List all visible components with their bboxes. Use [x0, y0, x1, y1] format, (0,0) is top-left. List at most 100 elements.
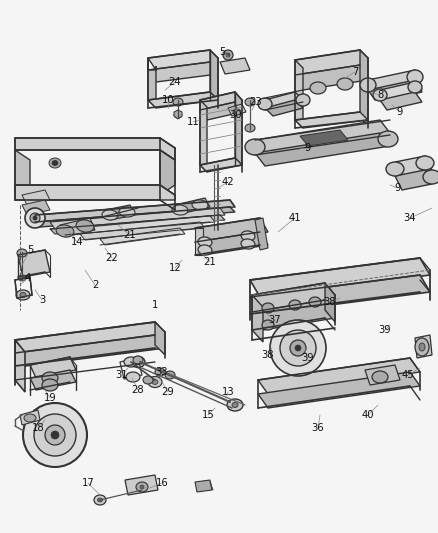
Text: 23: 23	[250, 97, 262, 107]
Text: 21: 21	[204, 257, 216, 267]
Polygon shape	[368, 80, 422, 100]
Polygon shape	[295, 112, 368, 128]
Polygon shape	[255, 120, 390, 153]
Text: 29: 29	[162, 387, 174, 397]
Text: 37: 37	[268, 315, 281, 325]
Polygon shape	[200, 158, 242, 172]
Polygon shape	[35, 200, 235, 222]
Ellipse shape	[262, 303, 274, 313]
Ellipse shape	[165, 371, 175, 379]
Polygon shape	[15, 185, 175, 200]
Text: 9: 9	[397, 107, 403, 117]
Text: 8: 8	[377, 90, 383, 100]
Polygon shape	[295, 65, 368, 90]
Text: 10: 10	[162, 95, 174, 105]
Polygon shape	[255, 218, 268, 250]
Circle shape	[45, 425, 65, 445]
Text: 39: 39	[302, 353, 314, 363]
Ellipse shape	[233, 63, 237, 67]
Ellipse shape	[143, 376, 153, 384]
Polygon shape	[65, 216, 215, 235]
Polygon shape	[50, 208, 225, 229]
Text: 12: 12	[169, 263, 181, 273]
Polygon shape	[148, 50, 218, 70]
Ellipse shape	[94, 495, 106, 505]
Text: 28: 28	[132, 385, 144, 395]
Polygon shape	[30, 370, 76, 390]
Ellipse shape	[408, 81, 422, 93]
Polygon shape	[22, 200, 50, 215]
Ellipse shape	[198, 237, 212, 247]
Text: 4: 4	[25, 273, 31, 283]
Polygon shape	[195, 228, 203, 255]
Text: 40: 40	[362, 410, 374, 420]
Ellipse shape	[230, 60, 240, 70]
Polygon shape	[365, 365, 400, 385]
Ellipse shape	[310, 82, 326, 94]
Ellipse shape	[20, 293, 26, 297]
Ellipse shape	[135, 359, 141, 365]
Polygon shape	[195, 232, 268, 255]
Ellipse shape	[373, 89, 387, 101]
Polygon shape	[18, 250, 50, 277]
Ellipse shape	[416, 156, 434, 170]
Polygon shape	[125, 475, 158, 495]
Polygon shape	[295, 50, 368, 75]
Text: 5: 5	[219, 47, 225, 57]
Polygon shape	[200, 100, 207, 172]
Text: 41: 41	[289, 213, 301, 223]
Text: 38: 38	[324, 297, 336, 307]
Polygon shape	[35, 207, 235, 227]
Circle shape	[295, 345, 301, 351]
Polygon shape	[325, 283, 335, 322]
Ellipse shape	[76, 220, 94, 232]
Ellipse shape	[16, 290, 30, 300]
Ellipse shape	[174, 112, 182, 118]
Text: 1: 1	[152, 300, 158, 310]
Polygon shape	[80, 222, 205, 240]
Text: 7: 7	[352, 67, 358, 77]
Ellipse shape	[296, 94, 310, 106]
Ellipse shape	[133, 356, 143, 364]
Ellipse shape	[49, 158, 61, 168]
Polygon shape	[15, 150, 30, 195]
Polygon shape	[105, 205, 135, 220]
Polygon shape	[100, 228, 185, 245]
Text: 2: 2	[92, 280, 98, 290]
Text: 30: 30	[230, 110, 242, 120]
Polygon shape	[258, 358, 420, 394]
Text: 11: 11	[187, 117, 199, 127]
Ellipse shape	[386, 162, 404, 176]
Ellipse shape	[378, 131, 398, 147]
Ellipse shape	[233, 109, 241, 115]
Text: 5: 5	[27, 245, 33, 255]
Circle shape	[30, 213, 40, 223]
Ellipse shape	[152, 379, 158, 384]
Polygon shape	[265, 100, 303, 116]
Ellipse shape	[407, 70, 423, 84]
Ellipse shape	[415, 338, 429, 356]
Ellipse shape	[227, 399, 243, 411]
Polygon shape	[22, 190, 50, 205]
Text: 45: 45	[402, 370, 414, 380]
Polygon shape	[300, 130, 348, 146]
Ellipse shape	[155, 368, 165, 376]
Polygon shape	[195, 218, 268, 242]
Polygon shape	[15, 138, 175, 160]
Ellipse shape	[226, 53, 230, 57]
Text: 38: 38	[262, 350, 274, 360]
Polygon shape	[258, 372, 420, 408]
Polygon shape	[220, 58, 250, 74]
Text: 3: 3	[39, 295, 45, 305]
Polygon shape	[50, 215, 225, 234]
Polygon shape	[252, 300, 335, 330]
Polygon shape	[148, 92, 218, 108]
Text: 19: 19	[44, 393, 57, 403]
Text: 9: 9	[305, 143, 311, 153]
Text: 36: 36	[312, 423, 324, 433]
Ellipse shape	[98, 498, 102, 502]
Circle shape	[290, 340, 306, 356]
Polygon shape	[160, 150, 175, 195]
Text: 14: 14	[71, 237, 83, 247]
Ellipse shape	[245, 139, 265, 155]
